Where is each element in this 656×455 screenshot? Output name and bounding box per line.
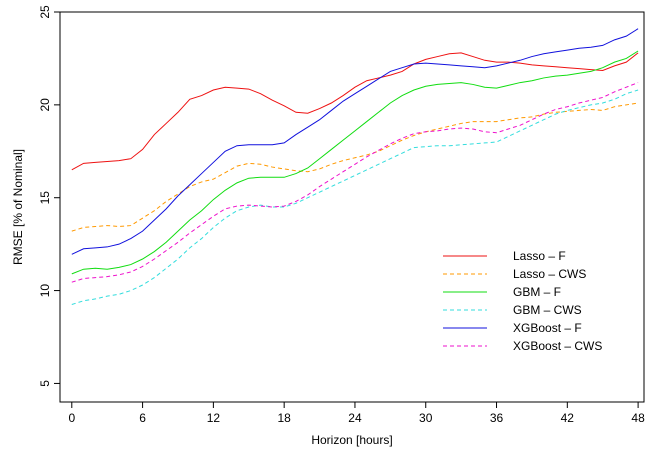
y-tick-label: 15 [38, 191, 52, 205]
series-line-4 [71, 28, 639, 255]
series-line-2 [71, 50, 639, 275]
y-tick-label: 5 [38, 380, 52, 387]
x-tick-label: 30 [419, 411, 433, 425]
series-line-5 [71, 82, 639, 283]
legend-label-2: GBM – F [513, 285, 561, 299]
x-tick-label: 6 [139, 411, 146, 425]
y-tick-label: 20 [38, 98, 52, 112]
y-axis-title: RMSE [% of Nominal] [11, 149, 25, 265]
legend-label-4: XGBoost – F [513, 321, 582, 335]
plot-area [59, 11, 645, 403]
x-axis: 0 6 12 18 24 30 36 42 48 [68, 402, 645, 425]
x-tick-label: 42 [561, 411, 575, 425]
series-line-0 [71, 52, 639, 171]
legend-label-5: XGBoost – CWS [513, 339, 602, 353]
legend-label-0: Lasso – F [513, 249, 566, 263]
legend: Lasso – F Lasso – CWS GBM – F GBM – CWS XGBo… [443, 249, 602, 353]
x-tick-label: 12 [207, 411, 221, 425]
legend-label-3: GBM – CWS [513, 303, 582, 317]
y-axis: 5 10 15 20 25 [38, 5, 60, 387]
x-tick-label: 0 [68, 411, 75, 425]
x-tick-label: 24 [348, 411, 362, 425]
series-layer [71, 28, 639, 305]
y-tick-label: 10 [38, 284, 52, 298]
series-line-1 [71, 102, 639, 232]
y-tick-label: 25 [38, 5, 52, 19]
x-tick-label: 48 [631, 411, 645, 425]
series-line-3 [71, 89, 639, 305]
x-tick-label: 36 [490, 411, 504, 425]
x-axis-title: Horizon [hours] [311, 433, 392, 447]
x-tick-label: 18 [277, 411, 291, 425]
legend-label-1: Lasso – CWS [513, 267, 586, 281]
